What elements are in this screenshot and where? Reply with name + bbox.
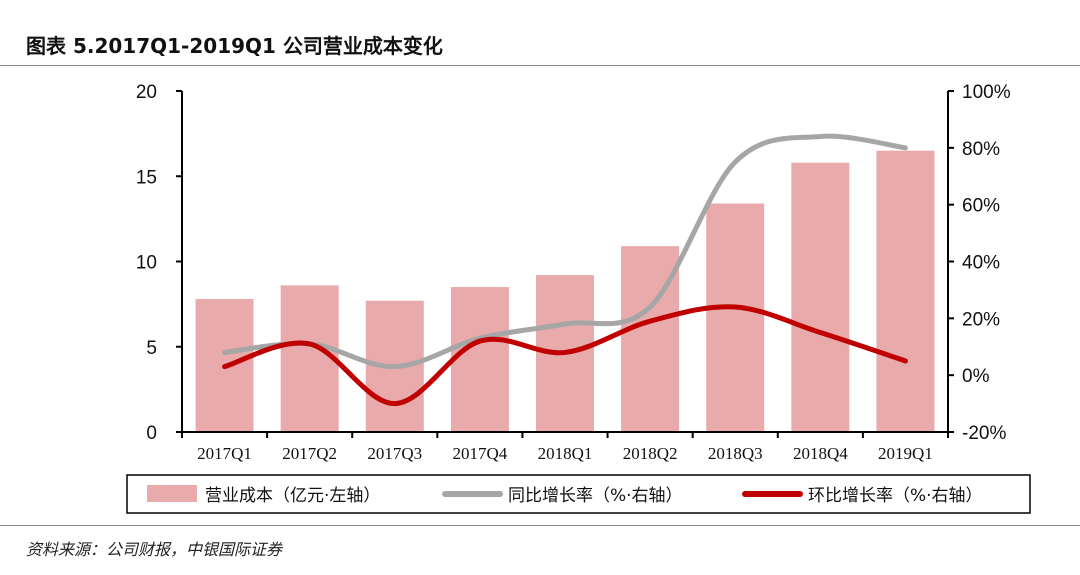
- x-tick-label: 2017Q2: [282, 444, 337, 463]
- bar-2019Q1: [876, 150, 935, 433]
- left-tick-label: 20: [136, 82, 157, 103]
- right-tick-label: -20%: [962, 423, 1006, 444]
- yoy-growth-line: [222, 133, 908, 370]
- legend-label: 营业成本（亿元·左轴）: [205, 486, 380, 506]
- x-tick-label: 2018Q3: [708, 444, 763, 463]
- source-note: 资料来源：公司财报，中银国际证券: [26, 540, 283, 559]
- divider: [0, 65, 1080, 66]
- bar-2018Q4: [791, 162, 850, 433]
- right-tick-label: 0%: [962, 366, 990, 387]
- x-tick-label: 2017Q4: [452, 444, 507, 463]
- chart-title: 图表 5.2017Q1-2019Q1 公司营业成本变化: [26, 34, 443, 58]
- legend-label: 环比增长率（%·右轴）: [808, 486, 983, 506]
- legend: [126, 474, 1031, 514]
- right-tick-label: 20%: [962, 309, 1000, 330]
- legend-label: 同比增长率（%·右轴）: [508, 486, 683, 506]
- x-tick-label: 2018Q1: [538, 444, 593, 463]
- bar-2018Q3: [706, 203, 765, 432]
- legend-swatch-bar: [147, 485, 197, 502]
- left-tick-label: 15: [136, 167, 157, 188]
- left-tick-label: 10: [136, 253, 157, 274]
- right-tick-label: 100%: [962, 82, 1011, 103]
- bar-2017Q4: [450, 287, 509, 432]
- left-tick-label: 0: [146, 423, 157, 444]
- right-tick-label: 80%: [962, 139, 1000, 160]
- bar-2017Q2: [280, 285, 339, 432]
- x-tick-label: 2018Q4: [793, 444, 848, 463]
- x-tick-label: 2017Q1: [197, 444, 252, 463]
- right-tick-label: 60%: [962, 196, 1000, 217]
- left-tick-label: 5: [146, 338, 157, 359]
- x-tick-label: 2017Q3: [367, 444, 422, 463]
- x-tick-label: 2018Q2: [623, 444, 678, 463]
- x-tick-label: 2019Q1: [878, 444, 933, 463]
- qoq-growth-line: [222, 304, 908, 407]
- divider: [0, 525, 1080, 526]
- right-tick-label: 40%: [962, 253, 1000, 274]
